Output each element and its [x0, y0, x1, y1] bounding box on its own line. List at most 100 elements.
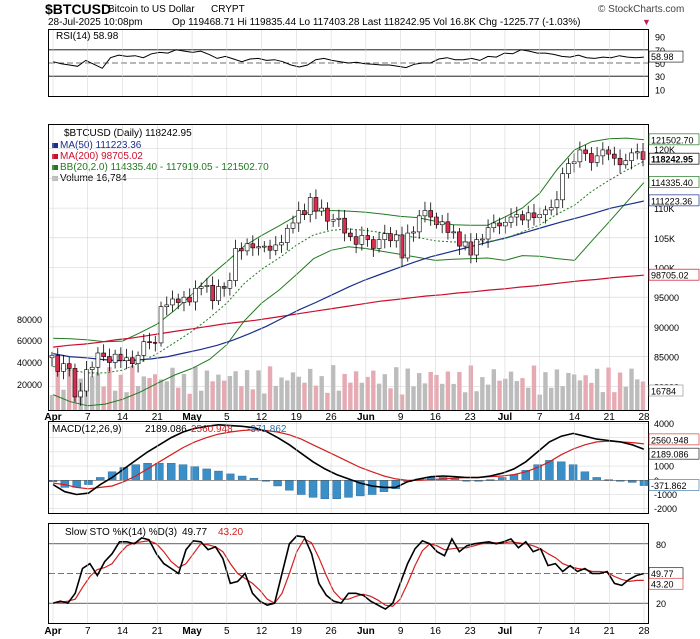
candle-body [49, 355, 55, 359]
volume-bar [371, 370, 376, 410]
candle-body [72, 368, 78, 398]
candle-body [508, 216, 514, 223]
price-value-tag-text: 121502.70 [651, 135, 694, 145]
macd-value-tag [648, 447, 700, 460]
date-axis-label-bottom: Jun [357, 626, 375, 637]
date-axis-label-bottom: 19 [291, 626, 303, 637]
candle-body [279, 242, 284, 246]
volume-bar [577, 380, 583, 410]
price-panel [48, 124, 649, 411]
macd-histogram-bar [344, 480, 353, 498]
date-axis-label-mid: 7 [85, 412, 91, 423]
volume-bar [353, 371, 359, 410]
candle-body [543, 209, 548, 215]
macd-histogram-bar [592, 477, 601, 481]
macd-value: 2189.086 [145, 424, 187, 435]
date-axis-label-mid: 5 [224, 412, 230, 423]
price-tick-label: 95000 [654, 293, 679, 303]
candle-body [376, 239, 382, 249]
volume-bar [250, 389, 256, 410]
macd-histogram-bar [166, 463, 176, 481]
macd-layer: 40003000200010000-1000-20002560.9482189.… [48, 419, 700, 514]
macd-histogram-bar [178, 464, 188, 481]
volume-bar [451, 383, 456, 410]
macd-histogram-bar [367, 480, 377, 495]
volume-bar [290, 372, 296, 410]
volume-bar [325, 392, 330, 410]
candle-body [284, 228, 290, 243]
macd-histogram-bar [332, 480, 341, 499]
macd-histogram-bar [557, 461, 566, 481]
price-value-tag-text: 98705.02 [651, 271, 689, 281]
volume-bar [566, 372, 571, 410]
candle-body [348, 232, 353, 237]
volume-bar [554, 369, 560, 410]
volume-bar [560, 386, 565, 410]
ma200-legend: MA(200) 98705.02 [60, 151, 143, 162]
date-axis-label-mid: May [182, 412, 202, 423]
rsi-tick-label: 90 [655, 33, 665, 43]
volume-bar [147, 378, 152, 410]
ma200-swatch [52, 154, 58, 159]
volume-bar [405, 368, 410, 410]
ticker-symbol: $BTCUSD [45, 1, 111, 17]
candle-body [158, 306, 164, 344]
candle-body [359, 235, 365, 245]
volume-bar [485, 384, 491, 410]
volume-bar [158, 379, 164, 410]
volume-bar [434, 374, 439, 410]
volume-bar [55, 369, 60, 410]
candle-body [216, 286, 221, 302]
macd-line [52, 423, 645, 496]
macd-value-tag [648, 433, 700, 446]
candle-body [250, 243, 256, 249]
macd-panel [48, 421, 649, 514]
candle-body [634, 151, 640, 154]
candle-body [273, 244, 279, 251]
volume-bar [422, 383, 428, 410]
macd-histogram-bar [237, 475, 247, 481]
candle-body [566, 163, 571, 174]
volume-bar [617, 372, 623, 410]
candle-body [583, 149, 588, 154]
volume-bar [153, 374, 158, 410]
macd-histogram-bar [143, 463, 152, 481]
price-legend-main: $BTCUSD (Daily) 118242.95 [64, 128, 192, 139]
volume-bar [262, 393, 267, 410]
macd-histogram-bar [226, 473, 235, 481]
candle-body [296, 210, 302, 224]
macd-signal-line [52, 429, 645, 490]
volume-bar [101, 386, 106, 410]
volume-value-tag-text: 16784 [651, 387, 676, 397]
histogram-value: -371.862 [247, 424, 287, 435]
candle-body [388, 233, 393, 242]
volume-bar [531, 365, 537, 410]
price-value-tag-text: 118242.95 [651, 155, 693, 165]
candle-body [210, 285, 215, 302]
volume-bar [233, 371, 238, 410]
candle-body [95, 352, 101, 368]
volume-bar [112, 390, 118, 410]
volume-bar [635, 379, 640, 410]
date-axis-label-bottom: 26 [326, 626, 338, 637]
volume-bar [198, 390, 204, 410]
macd-histogram-bar [568, 464, 578, 481]
price-tick-label: 120K [654, 145, 675, 155]
date-axis-label-bottom: 5 [224, 626, 230, 637]
volume-bar [273, 385, 278, 410]
volume-bar [176, 387, 181, 410]
volume-bar [612, 392, 617, 410]
bb-lower-line [52, 182, 645, 407]
price-value-tag [648, 194, 700, 207]
stoch-d-value: 43.20 [218, 527, 243, 538]
volume-bar [629, 368, 634, 410]
volume-bar [394, 367, 399, 410]
candle-body [147, 341, 152, 344]
candle-body [78, 390, 83, 398]
macd-tick-label: 4000 [654, 419, 674, 429]
ma50-line [52, 200, 645, 362]
date-axis-label-mid: 23 [465, 412, 477, 423]
macd-histogram-bar [214, 470, 223, 481]
change-down-icon: ▼ [642, 17, 651, 27]
candle-body [239, 248, 244, 252]
